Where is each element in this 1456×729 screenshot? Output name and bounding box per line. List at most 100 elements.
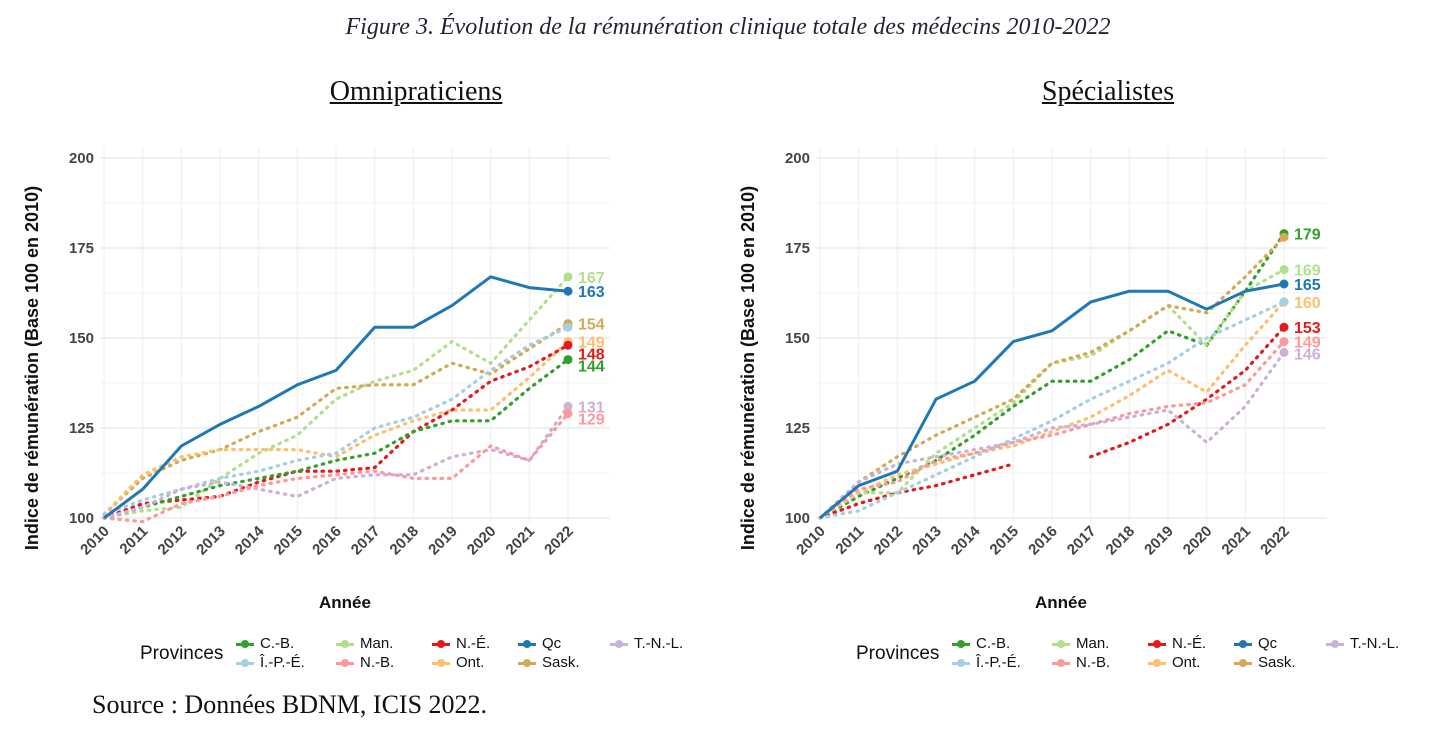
y-tick-label: 125 bbox=[785, 420, 810, 437]
legend-swatch bbox=[1326, 638, 1344, 650]
end-point bbox=[563, 340, 573, 350]
legend-item: N.-B. bbox=[336, 654, 394, 671]
end-value-label: 131 bbox=[578, 399, 605, 416]
legend-label: N.-É. bbox=[1172, 635, 1207, 652]
legend-label: C.-B. bbox=[260, 635, 295, 652]
y-tick-label: 200 bbox=[785, 150, 810, 167]
series-T.-N.-L. bbox=[818, 347, 1289, 520]
legend-title: Provinces bbox=[856, 643, 940, 664]
y-tick-label: 125 bbox=[69, 420, 94, 437]
series-Man. bbox=[102, 272, 573, 520]
series-line bbox=[102, 340, 570, 516]
chart-panel-specialistes: Spécialistes 100 125 150 175 200 2010 2011 2012… bbox=[728, 70, 1428, 671]
x-tick-label: 2017 bbox=[1064, 523, 1100, 559]
x-tick-label: 2010 bbox=[77, 523, 113, 559]
legend-item: Sask. bbox=[518, 654, 580, 671]
legend-label: Man. bbox=[1076, 635, 1110, 652]
legend-item: Man. bbox=[1052, 635, 1109, 652]
legend-title: Provinces bbox=[140, 643, 224, 664]
end-value-label: 169 bbox=[1294, 263, 1321, 280]
x-tick-label: 2012 bbox=[871, 523, 907, 559]
series-line bbox=[1089, 325, 1286, 459]
figure-title: Figure 3. Évolution de la rémunération c… bbox=[345, 14, 1111, 40]
legend-swatch bbox=[336, 657, 354, 669]
chart-title: Omnipraticiens bbox=[329, 76, 503, 107]
x-tick-label: 2014 bbox=[232, 522, 268, 558]
series-line bbox=[103, 275, 569, 520]
end-point bbox=[1279, 265, 1289, 275]
legend-swatch bbox=[1052, 638, 1070, 650]
series-line bbox=[102, 404, 570, 520]
legend-label: C.-B. bbox=[976, 635, 1011, 652]
series-line bbox=[818, 350, 1286, 520]
legend-swatch bbox=[518, 657, 536, 669]
legend: Provinces C.-B. Î.-P.-É. Man. N.-B. N.-É. Ont… bbox=[856, 635, 1416, 675]
end-point bbox=[1279, 347, 1289, 357]
series-line bbox=[102, 275, 570, 520]
series-Qc bbox=[103, 275, 573, 520]
y-tick-label: 100 bbox=[69, 510, 94, 527]
x-tick-label: 2021 bbox=[503, 523, 539, 559]
legend-label: Sask. bbox=[542, 654, 580, 671]
legend-swatch bbox=[952, 638, 970, 650]
end-point bbox=[563, 272, 573, 282]
series-line bbox=[102, 358, 570, 520]
legend-item: N.-É. bbox=[432, 635, 490, 652]
x-tick-label: 2014 bbox=[948, 522, 984, 558]
end-value-label: 163 bbox=[578, 284, 605, 301]
y-tick-label: 150 bbox=[69, 330, 94, 347]
legend-item: Sask. bbox=[1234, 654, 1296, 671]
end-value-label: 179 bbox=[1294, 227, 1321, 244]
end-point bbox=[1279, 232, 1289, 242]
end-point bbox=[563, 286, 573, 296]
series-N.-B. bbox=[818, 337, 1289, 520]
legend-label: T.-N.-L. bbox=[1350, 635, 1400, 652]
legend-item: C.-B. bbox=[952, 635, 1010, 652]
x-tick-label: 2013 bbox=[193, 523, 229, 559]
legend-label: Qc bbox=[542, 635, 562, 652]
x-axis-title: Année bbox=[1035, 593, 1087, 612]
end-point bbox=[563, 355, 573, 365]
x-tick-label: 2022 bbox=[541, 523, 577, 559]
legend-label: Ont. bbox=[456, 654, 485, 671]
legend-swatch bbox=[518, 638, 536, 650]
legend-swatch bbox=[1234, 638, 1252, 650]
x-tick-label: 2013 bbox=[909, 523, 945, 559]
end-point bbox=[563, 401, 573, 411]
legend-label: Man. bbox=[360, 635, 394, 652]
end-point bbox=[1279, 322, 1289, 332]
series-line bbox=[819, 282, 1285, 520]
x-tick-label: 2021 bbox=[1219, 523, 1255, 559]
end-point bbox=[1279, 279, 1289, 289]
x-axis-title: Année bbox=[319, 593, 371, 612]
y-tick-label: 175 bbox=[785, 240, 810, 257]
legend-label: Î.-P.-É. bbox=[976, 654, 1021, 671]
legend-item: Man. bbox=[336, 635, 393, 652]
legend-item: Ont. bbox=[1148, 654, 1200, 671]
y-tick-label: 100 bbox=[785, 510, 810, 527]
end-value-label: 149 bbox=[1294, 335, 1321, 352]
y-axis-title: Indice de rémunération (Base 100 en 2010… bbox=[738, 186, 758, 550]
legend-swatch bbox=[236, 657, 254, 669]
legend-label: Sask. bbox=[1258, 654, 1296, 671]
x-tick-label: 2018 bbox=[387, 523, 423, 559]
series-N.-É. bbox=[818, 322, 1289, 520]
end-value-label: 154 bbox=[578, 317, 605, 334]
series-line bbox=[818, 462, 1015, 520]
legend-swatch bbox=[952, 657, 970, 669]
legend-swatch bbox=[336, 638, 354, 650]
series-C.-B. bbox=[102, 355, 573, 520]
y-axis-title: Indice de rémunération (Base 100 en 2010… bbox=[22, 186, 42, 550]
legend-label: N.-É. bbox=[456, 635, 491, 652]
legend-item: T.-N.-L. bbox=[610, 635, 683, 652]
series-line bbox=[102, 343, 570, 520]
source-note: Source : Données BDNM, ICIS 2022. bbox=[92, 690, 488, 719]
x-tick-label: 2020 bbox=[1180, 523, 1216, 559]
chart-title: Spécialistes bbox=[1041, 76, 1175, 107]
series-T.-N.-L. bbox=[102, 401, 573, 520]
legend-item: Î.-P.-É. bbox=[952, 654, 1021, 671]
x-tick-label: 2011 bbox=[116, 523, 151, 558]
series-Qc bbox=[819, 279, 1289, 520]
